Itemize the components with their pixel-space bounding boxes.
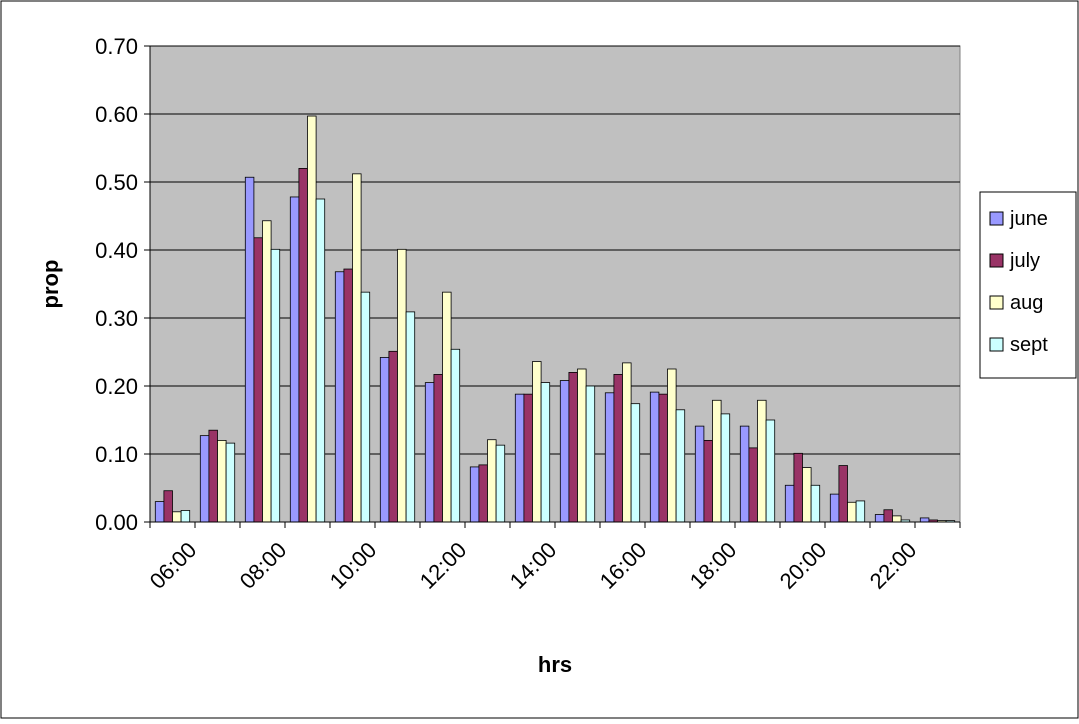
bar-sept-08:00 (270, 248, 281, 523)
bar-june-09:00 (289, 196, 300, 523)
bar-sept-15:00 (585, 385, 596, 523)
bar-sept-17:00 (675, 409, 686, 523)
bar-june-07:00 (199, 435, 210, 523)
y-tick-label: 0.20 (95, 374, 138, 399)
legend-label-sept: sept (1010, 334, 1048, 356)
bar-sept-18:00 (720, 413, 731, 523)
legend-swatch-aug (989, 295, 1004, 310)
bar-june-08:00 (244, 176, 255, 523)
y-tick-label: 0.40 (95, 238, 138, 263)
bar-aug-19:00 (757, 399, 767, 523)
bar-july-10:00 (343, 268, 353, 523)
legend-swatch-june (989, 211, 1004, 226)
bar-july-21:00 (838, 465, 848, 523)
bar-sept-21:00 (855, 500, 866, 523)
bar-july-22:00 (883, 509, 893, 523)
bar-july-20:00 (793, 452, 803, 523)
bar-sept-13:00 (495, 444, 506, 523)
bar-aug-08:00 (262, 220, 272, 523)
bar-july-07:00 (208, 429, 218, 523)
legend-swatch-july (989, 253, 1004, 268)
x-axis-title: hrs (538, 652, 572, 677)
bar-aug-17:00 (667, 368, 677, 523)
y-tick-label: 0.00 (95, 510, 138, 535)
legend-label-july: july (1009, 250, 1040, 272)
bars (154, 115, 956, 523)
legend-label-june: june (1009, 208, 1048, 230)
bar-june-20:00 (784, 484, 795, 523)
bar-july-19:00 (748, 447, 758, 523)
bar-sept-20:00 (810, 484, 821, 523)
bar-june-06:00 (154, 501, 165, 523)
plot-area (149, 45, 961, 523)
bar-aug-20:00 (802, 467, 812, 523)
bar-aug-16:00 (622, 362, 632, 523)
bar-july-13:00 (478, 464, 488, 523)
bar-aug-11:00 (397, 248, 407, 523)
legend-swatch-sept (989, 337, 1004, 352)
bar-july-14:00 (523, 393, 533, 523)
bar-aug-18:00 (712, 399, 722, 523)
bar-sept-09:00 (315, 198, 326, 523)
bar-sept-11:00 (405, 311, 416, 523)
bar-sept-07:00 (225, 442, 236, 523)
bar-july-06:00 (163, 490, 173, 523)
y-tick-label: 0.60 (95, 102, 138, 127)
bar-june-21:00 (829, 493, 840, 523)
bar-aug-12:00 (442, 291, 452, 523)
bar-june-15:00 (559, 380, 570, 523)
bar-sept-14:00 (540, 382, 551, 523)
bar-july-17:00 (658, 393, 668, 523)
gridlines (150, 45, 960, 455)
y-axis-title: prop (38, 260, 63, 309)
bar-july-11:00 (388, 350, 398, 523)
legend: june july aug sept (979, 191, 1077, 379)
bar-june-11:00 (379, 357, 390, 523)
bar-july-09:00 (298, 167, 308, 523)
bar-aug-06:00 (172, 511, 182, 523)
bar-june-16:00 (604, 392, 615, 523)
bar-sept-06:00 (180, 510, 191, 523)
bar-june-17:00 (649, 391, 660, 523)
axes (144, 45, 961, 528)
y-tick-label: 0.10 (95, 442, 138, 467)
bar-june-19:00 (739, 425, 750, 523)
bar-july-12:00 (433, 374, 443, 523)
y-tick-label: 0.70 (95, 34, 138, 59)
bar-june-18:00 (694, 425, 705, 523)
bar-july-15:00 (568, 371, 578, 523)
bar-aug-21:00 (847, 501, 857, 523)
bar-june-23:00 (919, 517, 930, 523)
bar-june-14:00 (514, 393, 525, 523)
bar-aug-15:00 (577, 368, 587, 523)
bar-aug-07:00 (217, 439, 227, 523)
bar-july-18:00 (703, 439, 713, 523)
y-tick-label: 0.30 (95, 306, 138, 331)
bar-june-12:00 (424, 382, 435, 523)
legend-label-aug: aug (1010, 292, 1043, 314)
bar-july-16:00 (613, 374, 623, 523)
bar-aug-10:00 (352, 173, 362, 523)
bar-sept-10:00 (360, 291, 371, 523)
bar-sept-12:00 (450, 348, 461, 523)
y-tick-labels: 0.00 0.10 0.20 0.30 0.40 0.50 0.60 0.70 (95, 34, 138, 535)
y-tick-label: 0.50 (95, 170, 138, 195)
bar-aug-13:00 (487, 439, 497, 523)
bar-aug-22:00 (892, 515, 902, 523)
bar-june-10:00 (334, 271, 345, 523)
bar-june-13:00 (469, 466, 480, 523)
bar-june-22:00 (874, 514, 885, 523)
bar-sept-16:00 (630, 403, 641, 523)
bar-aug-14:00 (532, 361, 542, 523)
bar-sept-19:00 (765, 419, 776, 523)
bar-aug-09:00 (307, 115, 317, 523)
bar-july-08:00 (253, 237, 263, 523)
